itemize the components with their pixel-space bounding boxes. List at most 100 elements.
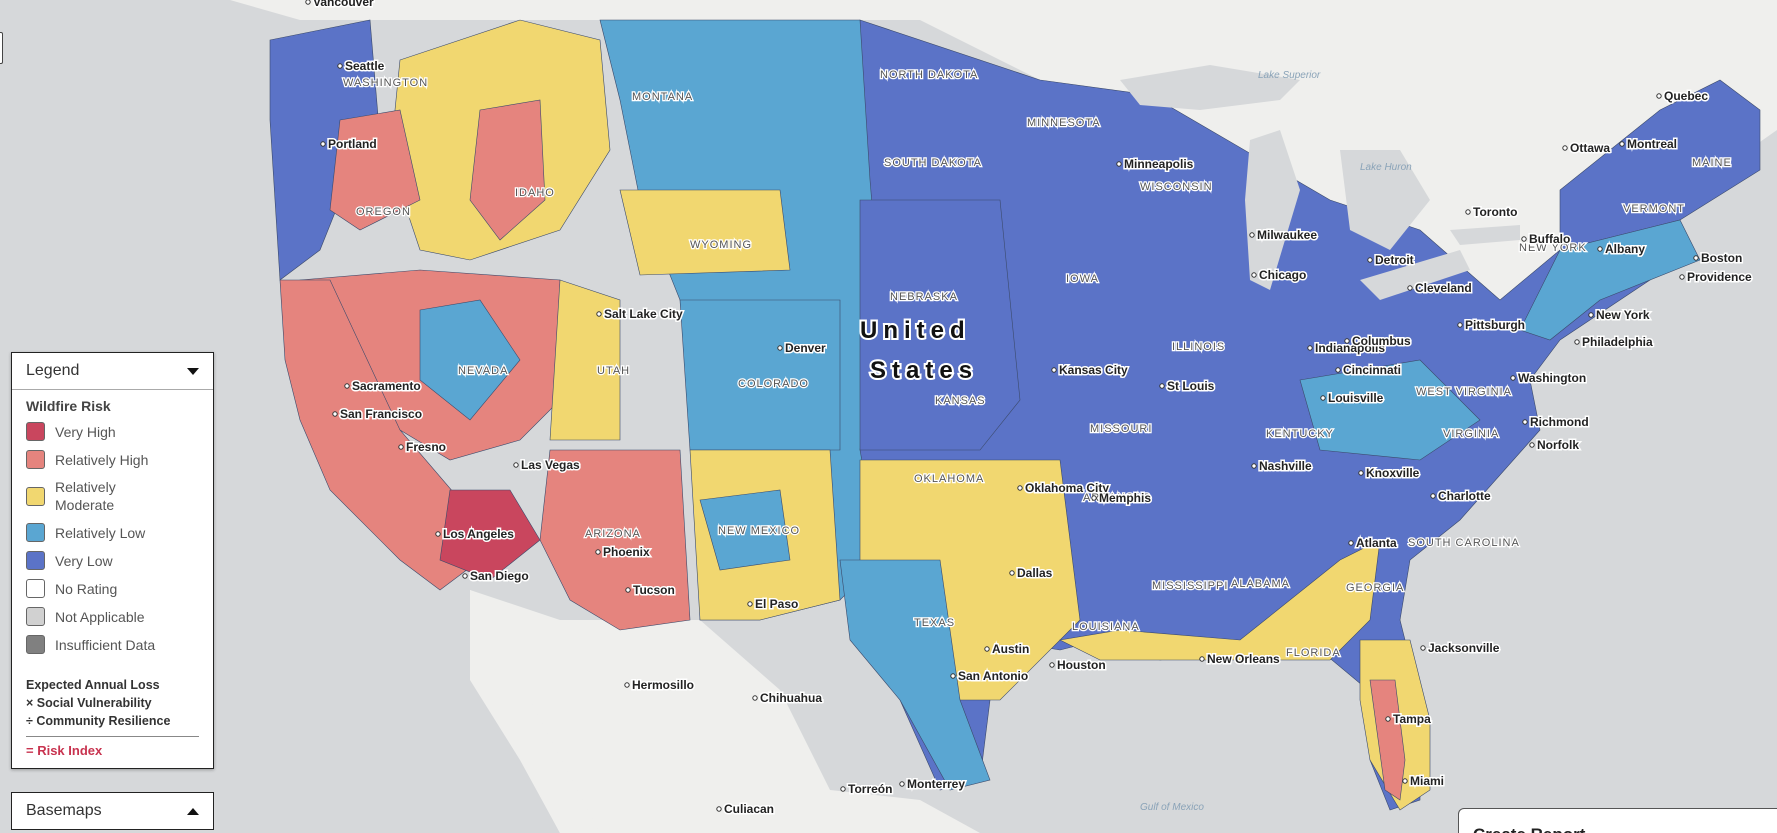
city-marker — [1407, 285, 1413, 291]
state-label: COLORADO — [738, 378, 809, 390]
city-marker — [1562, 145, 1568, 151]
state-label: FLORIDA — [1286, 647, 1341, 659]
state-label: MISSISSIPPI — [1152, 580, 1228, 592]
city-label: Miami — [1410, 774, 1444, 788]
canada-land — [230, 0, 1777, 300]
legend-label: Relatively High — [55, 451, 149, 468]
chevron-down-icon[interactable] — [187, 367, 199, 375]
state-label: WYOMING — [690, 239, 752, 251]
city-label: Nashville — [1259, 459, 1312, 473]
region-appalachia-low[interactable] — [1299, 359, 1481, 461]
risk-index-result: = Risk Index — [26, 743, 103, 758]
state-label: UTAH — [597, 365, 630, 377]
region-idaho-high[interactable] — [469, 99, 546, 241]
region-socal-very-high[interactable] — [439, 489, 541, 581]
state-label: SOUTH CAROLINA — [1408, 537, 1520, 549]
chevron-up-icon[interactable] — [187, 807, 199, 815]
legend-item: Insufficient Data — [26, 635, 199, 654]
city-label: Cleveland — [1415, 281, 1472, 295]
city-marker — [1679, 274, 1685, 280]
state-label: VIRGINIA — [1443, 428, 1499, 440]
city-marker — [747, 601, 753, 607]
state-label: LOUISIANA — [1072, 621, 1140, 633]
legend-swatch — [26, 422, 45, 441]
city-marker — [1051, 367, 1057, 373]
city-marker — [1358, 470, 1364, 476]
city-label: El Paso — [755, 597, 798, 611]
city-marker — [840, 786, 846, 792]
city-marker — [1402, 778, 1408, 784]
legend-swatch — [26, 523, 45, 542]
city-label: Knoxville — [1366, 466, 1420, 480]
city-label: Albany — [1605, 242, 1645, 256]
state-label: ARKANSAS — [1083, 492, 1151, 504]
city-label: Dallas — [1017, 566, 1053, 580]
water-label: Lake Superior — [1258, 70, 1321, 81]
city-marker — [1049, 662, 1055, 668]
city-marker — [1588, 312, 1594, 318]
city-marker — [1251, 272, 1257, 278]
legend-swatch — [26, 635, 45, 654]
state-label: NEW YORK — [1519, 242, 1587, 254]
legend-label: Relatively Low — [55, 524, 146, 541]
region-california-high[interactable] — [279, 279, 481, 591]
city-marker — [777, 345, 783, 351]
city-marker — [1199, 656, 1205, 662]
legend-item: No Rating — [26, 579, 199, 598]
city-label: Philadelphia — [1582, 335, 1653, 349]
city-label: Columbus — [1352, 334, 1411, 348]
region-northeast-low[interactable] — [1519, 219, 1701, 341]
city-marker — [1344, 338, 1350, 344]
region-oregon-high[interactable] — [329, 109, 421, 231]
region-colorado-low[interactable] — [679, 299, 841, 451]
city-marker — [1522, 419, 1528, 425]
legend-swatch — [26, 450, 45, 469]
region-new-mexico-low[interactable] — [699, 489, 791, 571]
legend-item: Very Low — [26, 551, 199, 570]
us-risk-regions[interactable] — [269, 19, 1761, 811]
city-marker — [1116, 161, 1122, 167]
region-arizona-high[interactable] — [539, 449, 691, 631]
create-report-panel[interactable]: Create Report — [1458, 808, 1777, 833]
city-label: Charlotte — [1438, 489, 1491, 503]
city-marker — [1009, 570, 1015, 576]
city-label: Tucson — [633, 583, 675, 597]
state-label: MISSOURI — [1090, 423, 1152, 435]
city-marker — [398, 444, 404, 450]
city-marker — [1510, 375, 1516, 381]
city-label: San Francisco — [340, 407, 422, 421]
city-marker — [1320, 395, 1326, 401]
legend-toggle[interactable]: Legend — [12, 353, 213, 390]
state-label: OKLAHOMA — [914, 473, 984, 485]
city-marker — [337, 63, 343, 69]
city-label: Oklahoma City — [1025, 481, 1109, 495]
city-marker — [1091, 495, 1097, 501]
city-marker — [1619, 141, 1625, 147]
state-label: MINNESOTA — [1027, 117, 1101, 129]
city-marker — [1656, 93, 1662, 99]
city-label: Boston — [1701, 251, 1742, 265]
city-label: Richmond — [1530, 415, 1589, 429]
region-wyoming-moderate[interactable] — [619, 189, 791, 276]
city-marker — [596, 311, 602, 317]
basemaps-toggle[interactable]: Basemaps — [12, 793, 213, 829]
city-label: Salt Lake City — [604, 307, 683, 321]
legend-title: Wildfire Risk — [26, 398, 111, 414]
city-label: San Diego — [470, 569, 529, 583]
state-labels: WASHINGTON OREGON IDAHO MONTANA NORTH DA… — [342, 68, 1732, 661]
city-marker — [716, 806, 722, 812]
city-label: Providence — [1687, 270, 1752, 284]
state-label: IDAHO — [515, 187, 555, 199]
map-control[interactable] — [0, 32, 3, 64]
region-texas-low[interactable] — [839, 559, 991, 791]
region-kansas-very-low[interactable] — [859, 199, 1021, 451]
city-marker — [624, 682, 630, 688]
region-northwest-coast-very-low[interactable] — [269, 19, 381, 281]
region-nevada-low[interactable] — [419, 299, 521, 421]
city-label: Detroit — [1375, 253, 1414, 267]
region-utah-moderate[interactable] — [549, 279, 621, 441]
region-southeast-coast-moderate[interactable] — [1059, 539, 1381, 661]
formula-line: ÷ Community Resilience — [26, 714, 171, 728]
